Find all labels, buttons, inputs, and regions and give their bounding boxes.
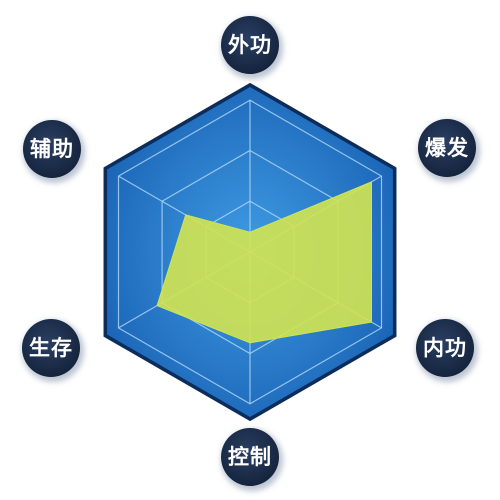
data-point <box>371 181 372 183</box>
data-point <box>156 305 158 307</box>
axis-label: 爆发 <box>425 135 469 160</box>
data-point <box>249 231 251 233</box>
axis-label: 辅助 <box>30 136 74 161</box>
badge-circle <box>416 319 474 377</box>
axis-badge: 内功 <box>416 319 478 382</box>
axis-badge: 控制 <box>221 428 283 491</box>
axis-badge: 外功 <box>221 16 283 79</box>
data-point <box>249 342 251 344</box>
axis-badge: 生存 <box>22 319 84 382</box>
badge-circle <box>23 120 81 178</box>
axis-label: 内功 <box>423 335 467 360</box>
axis-label: 生存 <box>29 335 73 360</box>
data-point <box>185 214 187 216</box>
badge-circle <box>418 119 476 177</box>
axis-badge: 爆发 <box>418 119 480 182</box>
data-point <box>371 321 372 323</box>
badge-circle <box>221 16 279 74</box>
badge-circle <box>221 428 279 486</box>
axis-label: 外功 <box>228 32 272 57</box>
axis-badge: 辅助 <box>23 120 85 183</box>
axis-label: 控制 <box>228 444 272 469</box>
badge-circle <box>22 319 80 377</box>
